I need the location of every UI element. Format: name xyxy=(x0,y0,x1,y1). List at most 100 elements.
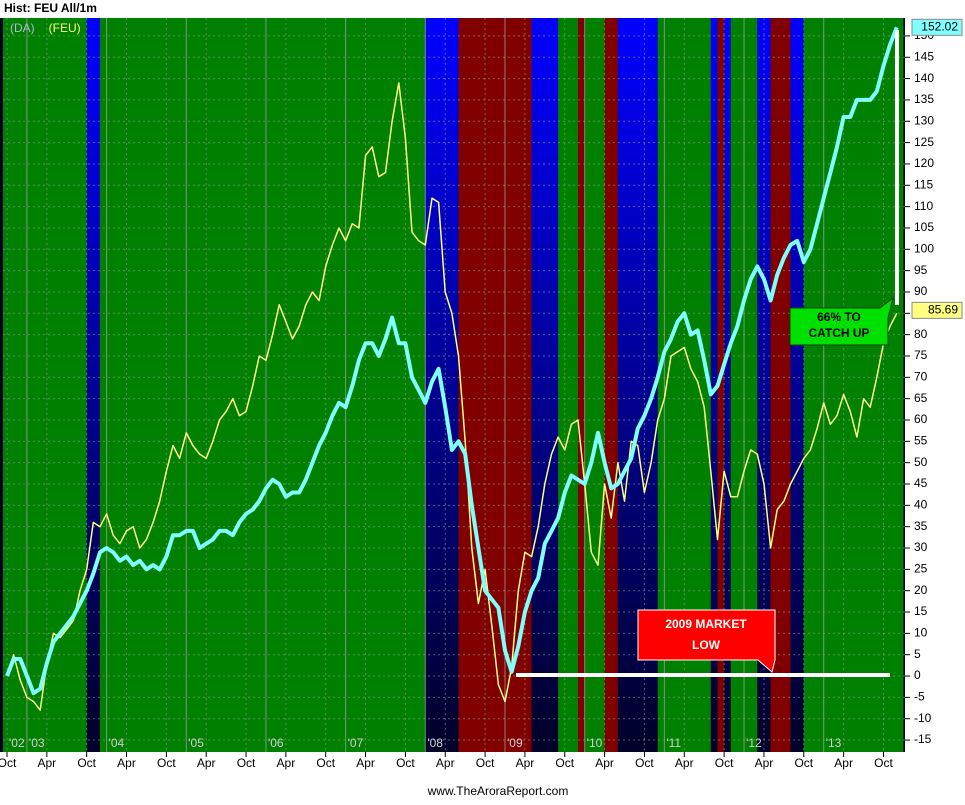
region xyxy=(770,18,791,752)
y-tick-label: 130 xyxy=(914,113,934,127)
last-value-label: 152.02 xyxy=(921,19,958,33)
y-tick-label: 55 xyxy=(914,434,928,448)
region xyxy=(584,18,605,752)
last-value-box xyxy=(911,301,963,319)
x-tick-label: Oct xyxy=(715,756,734,770)
y-tick-label: -15 xyxy=(914,732,932,746)
region xyxy=(3,18,87,752)
callout-text: LOW xyxy=(692,638,721,652)
y-tick-label: 65 xyxy=(914,391,928,405)
x-tick-label: Apr xyxy=(356,756,375,770)
annotations: 66% TO CATCH UP 2009 MARKET LOW xyxy=(516,30,899,677)
callout-text: 2009 MARKET xyxy=(665,617,747,631)
x-tick-label: Apr xyxy=(277,756,296,770)
y-tick-label: 100 xyxy=(914,241,934,255)
x-tick-label: Oct xyxy=(237,756,256,770)
x-tick-label: Oct xyxy=(476,756,495,770)
y-tick-label: 15 xyxy=(914,604,928,618)
x-tick-label: Apr xyxy=(755,756,774,770)
x-tick-label: Oct xyxy=(0,756,17,770)
x-tick-label: Apr xyxy=(834,756,853,770)
x-tick-label: Apr xyxy=(516,756,535,770)
y-tick-label: 5 xyxy=(914,647,921,661)
x-tick-label: Oct xyxy=(157,756,176,770)
region xyxy=(531,18,559,752)
legend-label: (DA) xyxy=(10,21,35,35)
region xyxy=(803,18,904,752)
callout-text: CATCH UP xyxy=(808,326,869,340)
y-tick-label: 120 xyxy=(914,156,934,170)
region xyxy=(790,18,804,752)
y-tick-label: 135 xyxy=(914,92,934,106)
x-tick-label: Apr xyxy=(436,756,455,770)
y-tick-label: 145 xyxy=(914,49,934,63)
y-tick-label: 75 xyxy=(914,348,928,362)
callout-box xyxy=(789,296,894,346)
year-label: '06 xyxy=(268,736,284,750)
y-tick-label: 70 xyxy=(914,369,928,383)
y-tick-label: 30 xyxy=(914,540,928,554)
last-value-label: 85.69 xyxy=(928,303,958,317)
x-tick-label: Oct xyxy=(874,756,893,770)
year-label: '10 xyxy=(587,736,603,750)
y-tick-label: 80 xyxy=(914,327,928,341)
y-tick-label: 95 xyxy=(914,263,928,277)
region xyxy=(458,18,532,752)
year-label: '13 xyxy=(826,736,842,750)
x-tick-label: Apr xyxy=(117,756,136,770)
year-label: '02 xyxy=(9,736,25,750)
y-tick-label: 0 xyxy=(914,668,921,682)
year-label: '09 xyxy=(507,736,523,750)
y-tick-label: 35 xyxy=(914,519,928,533)
region xyxy=(717,18,725,752)
y-tick-label: -5 xyxy=(914,690,925,704)
x-tick-label: Apr xyxy=(37,756,56,770)
y-tick-label: 50 xyxy=(914,455,928,469)
y-tick-label: 90 xyxy=(914,284,928,298)
x-tick-label: Oct xyxy=(794,756,813,770)
series-line xyxy=(6,82,898,711)
series-line xyxy=(5,26,899,696)
x-tick-label: Apr xyxy=(595,756,614,770)
lines xyxy=(5,26,899,711)
x-tick-label: Oct xyxy=(396,756,415,770)
x-tick-label: Oct xyxy=(316,756,335,770)
y-tick-label: 105 xyxy=(914,220,934,234)
year-label: '05 xyxy=(188,736,204,750)
x-tick-label: Oct xyxy=(77,756,96,770)
y-tick-label: 115 xyxy=(914,177,933,191)
region xyxy=(99,18,426,752)
legend-label: (FEU) xyxy=(49,21,81,35)
year-label: '07 xyxy=(348,736,364,750)
y-tick-label: -10 xyxy=(914,711,932,725)
y-tick-label: 45 xyxy=(914,476,928,490)
year-label: '03 xyxy=(29,736,45,750)
year-label: '04 xyxy=(109,736,125,750)
region xyxy=(86,18,100,752)
region xyxy=(710,18,718,752)
x-tick-label: Apr xyxy=(675,756,694,770)
header-bar xyxy=(0,0,965,18)
y-tick-label: 10 xyxy=(914,626,928,640)
callout-text: 66% TO xyxy=(817,310,861,324)
last-value-box xyxy=(911,18,963,36)
region xyxy=(724,18,731,752)
x-tick-label: Oct xyxy=(555,756,574,770)
region xyxy=(558,18,579,752)
year-label: '11 xyxy=(666,736,681,750)
header-title: Hist: FEU All/1m xyxy=(4,1,97,15)
y-tick-label: 20 xyxy=(914,583,928,597)
year-label: '08 xyxy=(427,736,443,750)
y-tick-label: 40 xyxy=(914,498,928,512)
y-tick-label: 25 xyxy=(914,562,928,576)
x-tick-label: Apr xyxy=(197,756,216,770)
y-tick-label: 60 xyxy=(914,412,928,426)
region xyxy=(578,18,585,752)
y-tick-label: 125 xyxy=(914,135,934,149)
footer: www.TheAroraReport.com xyxy=(427,784,569,798)
x-tick-label: Oct xyxy=(635,756,654,770)
y-tick-label: 140 xyxy=(914,71,934,85)
callout-box xyxy=(637,609,776,673)
